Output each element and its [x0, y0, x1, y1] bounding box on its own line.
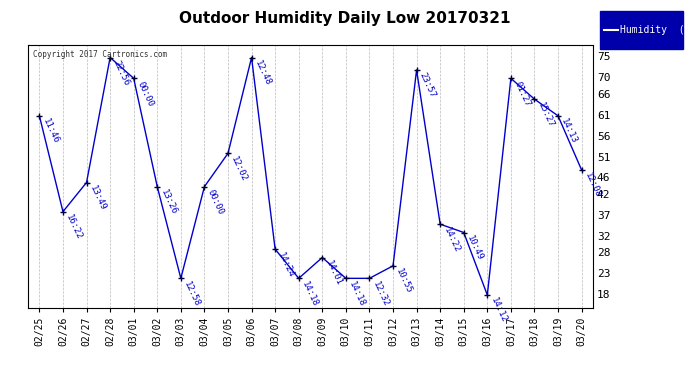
Text: Copyright 2017 Cartronics.com: Copyright 2017 Cartronics.com [33, 50, 168, 59]
Text: 37: 37 [597, 211, 611, 221]
Text: 14:01: 14:01 [324, 259, 343, 287]
Text: 23: 23 [597, 269, 611, 279]
Text: 61: 61 [597, 111, 611, 121]
Text: 12:02: 12:02 [229, 155, 249, 183]
Text: 14:12: 14:12 [489, 296, 509, 324]
Text: 12:58: 12:58 [182, 280, 201, 308]
Text: 14:24: 14:24 [277, 251, 296, 279]
Text: 11:46: 11:46 [41, 117, 60, 146]
Text: Outdoor Humidity Daily Low 20170321: Outdoor Humidity Daily Low 20170321 [179, 11, 511, 26]
Text: 00:00: 00:00 [206, 188, 226, 216]
Text: 14:22: 14:22 [442, 225, 461, 254]
Text: 70: 70 [597, 74, 611, 83]
Text: 14:18: 14:18 [347, 280, 367, 308]
Text: 46: 46 [597, 173, 611, 183]
Text: 42: 42 [597, 190, 611, 200]
Text: 13:49: 13:49 [88, 184, 108, 212]
Text: 12:08: 12:08 [583, 171, 602, 200]
Text: Humidity  (%): Humidity (%) [620, 25, 690, 35]
Text: 13:26: 13:26 [159, 188, 178, 216]
Text: 12:48: 12:48 [253, 59, 273, 87]
Text: 15:27: 15:27 [536, 100, 555, 129]
Text: 12:32: 12:32 [371, 280, 391, 308]
Text: 10:49: 10:49 [465, 234, 484, 262]
Text: 00:00: 00:00 [135, 80, 155, 108]
Text: 16:22: 16:22 [64, 213, 84, 241]
Text: 14:13: 14:13 [560, 117, 579, 146]
Text: 22:56: 22:56 [112, 59, 131, 87]
Text: 23:57: 23:57 [418, 71, 437, 99]
Text: 10:55: 10:55 [395, 267, 414, 296]
Text: 56: 56 [597, 132, 611, 142]
Text: 66: 66 [597, 90, 611, 100]
Text: 14:18: 14:18 [300, 280, 319, 308]
Text: 28: 28 [597, 248, 611, 258]
Text: 18: 18 [597, 290, 611, 300]
Text: 75: 75 [597, 53, 611, 63]
Text: 32: 32 [597, 232, 611, 242]
Text: 01:27: 01:27 [512, 80, 532, 108]
Text: 51: 51 [597, 153, 611, 162]
